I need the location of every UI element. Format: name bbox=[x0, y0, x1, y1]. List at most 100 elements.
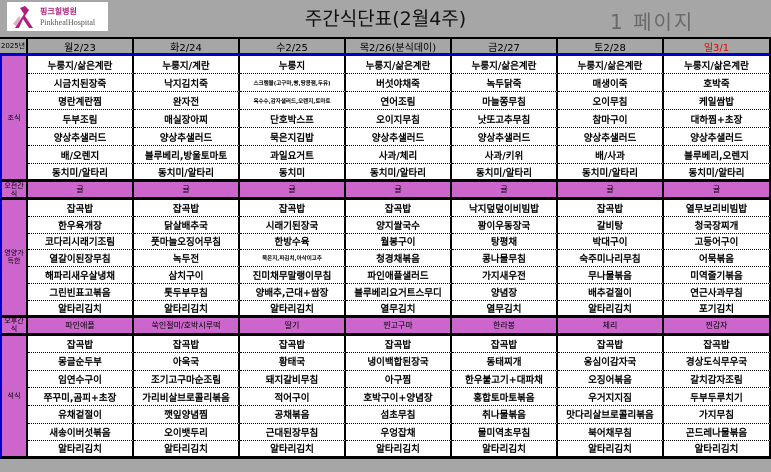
menu-item: 코다리시래기조림 bbox=[28, 233, 134, 251]
day-header: 월2/23 bbox=[28, 37, 134, 56]
menu-item: 열무김치 bbox=[452, 300, 558, 318]
menu-item: 양상추샐러드 bbox=[452, 128, 558, 146]
menu-item: 알타리김치 bbox=[558, 441, 664, 459]
lunch-row: 그린빈표고볶음 톳두부무침 양배추,근대+쌈장 블루베리요거트스무디 양념장 배추겉절이 연… bbox=[28, 283, 771, 301]
menu-item: 잡곡밥 bbox=[664, 335, 771, 354]
menu-item: 적어구이 bbox=[240, 388, 346, 406]
menu-item: 누룽지/삶은계란 bbox=[664, 56, 771, 74]
menu-item: 옹심이감자국 bbox=[558, 353, 664, 371]
menu-item: 양상추샐러드 bbox=[134, 128, 240, 146]
menu-item: 맛다리살브로콜리볶음 bbox=[558, 405, 664, 424]
page-title: 주간식단표(2월4주) bbox=[304, 8, 467, 30]
menu-item: 한우불고기+대파채 bbox=[452, 370, 558, 389]
menu-item: 취나물볶음 bbox=[452, 405, 558, 424]
menu-item: 블루베리,오렌지 bbox=[664, 146, 771, 164]
dinner-row: 몽글순두부 아욱국 황태국 냉이백합된장국 동태찌개 옹심이감자국 경상도식무우국 bbox=[28, 353, 771, 371]
menu-item: 잡곡밥 bbox=[346, 200, 452, 217]
menu-item: 황태국 bbox=[240, 353, 346, 371]
menu-item: 알타리김치 bbox=[134, 300, 240, 318]
lunch-row: 잡곡밥 잡곡밥 잡곡밥 잡곡밥 낙지덮덮이비빔밥 잡곡밥 열무보리비빔밥 bbox=[28, 200, 771, 217]
menu-table: 2025년 월2/23 화2/24 수2/25 목2/26(분식데이) 금2/27 토2/2… bbox=[0, 37, 771, 459]
menu-item: 오이무침 bbox=[558, 92, 664, 110]
menu-item: 양상추샐러드 bbox=[558, 128, 664, 146]
menu-item: 양배추,근대+쌈장 bbox=[240, 283, 346, 301]
menu-item: 공채볶음 bbox=[240, 405, 346, 424]
breakfast-label: 조식 bbox=[0, 56, 28, 182]
day-header: 일3/1 bbox=[664, 37, 771, 56]
menu-item: 녹두전 bbox=[134, 250, 240, 268]
menu-item: 버섯야채죽 bbox=[346, 74, 452, 92]
breakfast-row: 동치미/알타리 동치미/알타리 동치미 동치미/알타리 동치미/알타리 동치미/알타리 동치… bbox=[28, 164, 771, 182]
menu-item: 연어조림 bbox=[346, 92, 452, 110]
menu-item: 동치미 bbox=[240, 164, 346, 182]
snack-item: 귤 bbox=[134, 182, 240, 200]
page-watermark: 1 페이지 bbox=[610, 10, 695, 34]
pm_snack-label: 오후간식 bbox=[0, 317, 28, 336]
menu-item: 한방수육 bbox=[240, 233, 346, 251]
menu-item: 잡곡밥 bbox=[28, 335, 134, 354]
menu-item: 어묵볶음 bbox=[664, 250, 771, 268]
day-header: 토2/28 bbox=[558, 37, 664, 56]
menu-item: 가지무침 bbox=[664, 405, 771, 424]
hospital-logo: 핑크힐병원 PinkhealHospital bbox=[7, 2, 108, 31]
menu-item: 알타리김치 bbox=[28, 441, 134, 459]
lunch-row: 알타리김치 알타리김치 알타리김치 열무김치 열무김치 알타리김치 포기김치 bbox=[28, 300, 771, 318]
menu-item: 누룽지/삶은계란 bbox=[452, 56, 558, 74]
menu-item: 양상추샐러드 bbox=[28, 128, 134, 146]
lunch-row: 열갈이된장무침 녹두전 묵은지,파김치,아삭이고추 청경채볶음 콩나물무침 숙주미나리무침… bbox=[28, 250, 771, 268]
menu-item: 아구찜 bbox=[346, 370, 452, 389]
menu-item: 시래기된장국 bbox=[240, 216, 346, 234]
menu-item: 월봉구이 bbox=[346, 233, 452, 251]
menu-item: 쭈꾸미,곰피+초장 bbox=[28, 388, 134, 406]
menu-item: 풋마늘오징어무침 bbox=[134, 233, 240, 251]
menu-item: 낙지덮덮이비빔밥 bbox=[452, 200, 558, 217]
menu-item: 동치미/알타리 bbox=[664, 164, 771, 182]
menu-item: 완자전 bbox=[134, 92, 240, 110]
menu-item: 무나물볶음 bbox=[558, 267, 664, 284]
menu-item: 알타리김치 bbox=[664, 441, 771, 459]
menu-item: 갈비탕 bbox=[558, 216, 664, 234]
snack-item: 귤 bbox=[558, 182, 664, 200]
menu-item: 배/사과 bbox=[558, 146, 664, 164]
menu-item: 배/오렌지 bbox=[28, 146, 134, 164]
snack-item: 찐고구마 bbox=[346, 317, 452, 336]
menu-item: 냉이백합된장국 bbox=[346, 353, 452, 371]
menu-item: 매생이죽 bbox=[558, 74, 664, 92]
menu-item: 양념장 bbox=[452, 283, 558, 301]
menu-item: 낫또고추무침 bbox=[452, 110, 558, 128]
menu-item: 시금치된장죽 bbox=[28, 74, 134, 92]
menu-item: 숙주미나리무침 bbox=[558, 250, 664, 268]
menu-item: 잡곡밥 bbox=[452, 335, 558, 354]
menu-item: 곤드레나물볶음 bbox=[664, 423, 771, 442]
menu-item: 톳두부무침 bbox=[134, 283, 240, 301]
menu-item: 열무김치 bbox=[346, 300, 452, 318]
menu-item: 호박구이+양념장 bbox=[346, 388, 452, 406]
dinner-section: 석식 잡곡밥 잡곡밥 잡곡밥 잡곡밥 잡곡밥 잡곡밥 잡곡밥 몽글순두부 아욱국 황태국 냉이백합된장… bbox=[0, 335, 771, 459]
menu-item: 스크램블(고구마,빵,땅콩잼,두유) bbox=[240, 74, 346, 92]
menu-item: 누룽지/계란 bbox=[134, 56, 240, 74]
menu-item: 알타리김치 bbox=[452, 441, 558, 459]
menu-item: 홍합토마토볶음 bbox=[452, 388, 558, 406]
dinner-row: 유채겉절이 깻잎양념찜 공채볶음 섬초무침 취나물볶음 맛다리살브로콜리볶음 가지무침 bbox=[28, 405, 771, 424]
menu-item: 알타리김치 bbox=[28, 300, 134, 318]
menu-item: 그린빈표고볶음 bbox=[28, 283, 134, 301]
menu-item: 가지새우전 bbox=[452, 267, 558, 284]
snack-item: 딸기 bbox=[240, 317, 346, 336]
menu-item: 오이지무침 bbox=[346, 110, 452, 128]
menu-item: 진미채무말랭이무침 bbox=[240, 267, 346, 284]
menu-item: 사과/체리 bbox=[346, 146, 452, 164]
dinner-row: 알타리김치 알타리김치 알타리김치 알타리김치 알타리김치 알타리김치 알타리김치 bbox=[28, 441, 771, 459]
snack-item: 쑥인절미/호박시루떡 bbox=[134, 317, 240, 336]
menu-item: 열갈이된장무침 bbox=[28, 250, 134, 268]
menu-item: 우거지지짐 bbox=[558, 388, 664, 406]
ribbon-logo-icon bbox=[13, 5, 33, 28]
breakfast-row: 양상추샐러드 양상추샐러드 묵은지김밥 양상추샐러드 양상추샐러드 양상추샐러드 양상추샐러… bbox=[28, 128, 771, 146]
lunch-row: 해파리새우살냉채 삼치구이 진미채무말랭이무침 파인애플샐러드 가지새우전 무나물볶음 미역… bbox=[28, 267, 771, 284]
day-header: 목2/26(분식데이) bbox=[346, 37, 452, 56]
menu-item: 양상추샐러드 bbox=[346, 128, 452, 146]
menu-item: 잡곡밥 bbox=[346, 335, 452, 354]
snack-item: 파인애플 bbox=[28, 317, 134, 336]
menu-item: 동태찌개 bbox=[452, 353, 558, 371]
menu-item: 경상도식무우국 bbox=[664, 353, 771, 371]
menu-item: 호박죽 bbox=[664, 74, 771, 92]
